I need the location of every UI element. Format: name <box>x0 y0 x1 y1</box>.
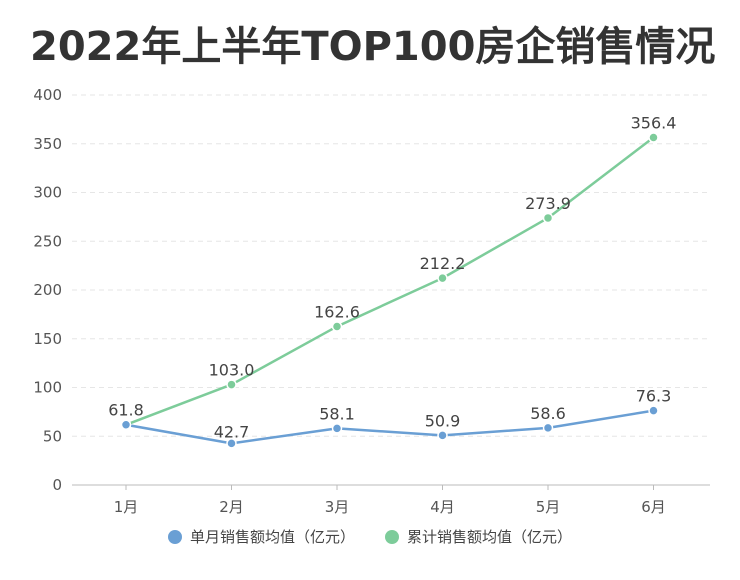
data-label: 103.0 <box>209 361 255 380</box>
y-tick-label: 0 <box>52 476 62 494</box>
x-tick-label: 4月 <box>430 498 455 516</box>
y-tick-label: 400 <box>33 86 62 104</box>
data-label: 58.1 <box>319 404 355 423</box>
x-tick-label: 5月 <box>536 498 561 516</box>
data-label: 356.4 <box>631 114 677 133</box>
data-point <box>120 419 132 430</box>
legend-label-cumulative: 累计销售额均值（亿元） <box>407 528 573 546</box>
y-tick-label: 350 <box>33 135 62 153</box>
data-point <box>226 438 237 449</box>
legend-label-monthly: 单月销售额均值（亿元） <box>189 528 355 546</box>
data-point <box>542 422 554 434</box>
y-tick-label: 250 <box>33 232 62 250</box>
data-point <box>331 423 343 434</box>
y-tick-label: 200 <box>33 281 62 299</box>
legend-marker-monthly <box>167 529 182 544</box>
y-tick-label: 50 <box>43 427 62 445</box>
x-tick-label: 1月 <box>114 498 139 516</box>
x-tick-label: 2月 <box>219 498 244 516</box>
legend-item-monthly[interactable]: 单月销售额均值（亿元） <box>167 526 355 547</box>
series-line <box>125 409 654 445</box>
x-tick-label: 3月 <box>325 498 350 516</box>
data-point <box>542 212 554 224</box>
data-point <box>648 132 659 143</box>
x-tick-label: 6月 <box>641 498 666 516</box>
legend: 单月销售额均值（亿元） 累计销售额均值（亿元） <box>0 526 740 547</box>
data-point <box>437 272 448 284</box>
data-label: 212.2 <box>420 254 466 273</box>
data-label: 273.9 <box>525 194 571 213</box>
y-tick-label: 150 <box>33 330 62 348</box>
data-label: 58.6 <box>530 404 566 423</box>
data-label: 42.7 <box>214 422 250 441</box>
y-tick-label: 100 <box>33 379 62 397</box>
chart-title: 2022年上半年TOP100房企销售情况 <box>30 24 716 70</box>
data-point <box>226 379 237 390</box>
data-point <box>437 430 448 441</box>
data-label: 50.9 <box>425 411 461 430</box>
series-line <box>125 136 655 426</box>
data-label: 61.8 <box>108 401 144 420</box>
y-tick-label: 300 <box>33 184 62 202</box>
data-label: 162.6 <box>314 302 360 321</box>
legend-item-cumulative[interactable]: 累计销售额均值（亿元） <box>385 526 572 547</box>
data-point <box>648 405 659 416</box>
data-label: 76.3 <box>636 387 672 406</box>
legend-marker-cumulative <box>385 529 399 544</box>
data-point <box>331 321 343 332</box>
